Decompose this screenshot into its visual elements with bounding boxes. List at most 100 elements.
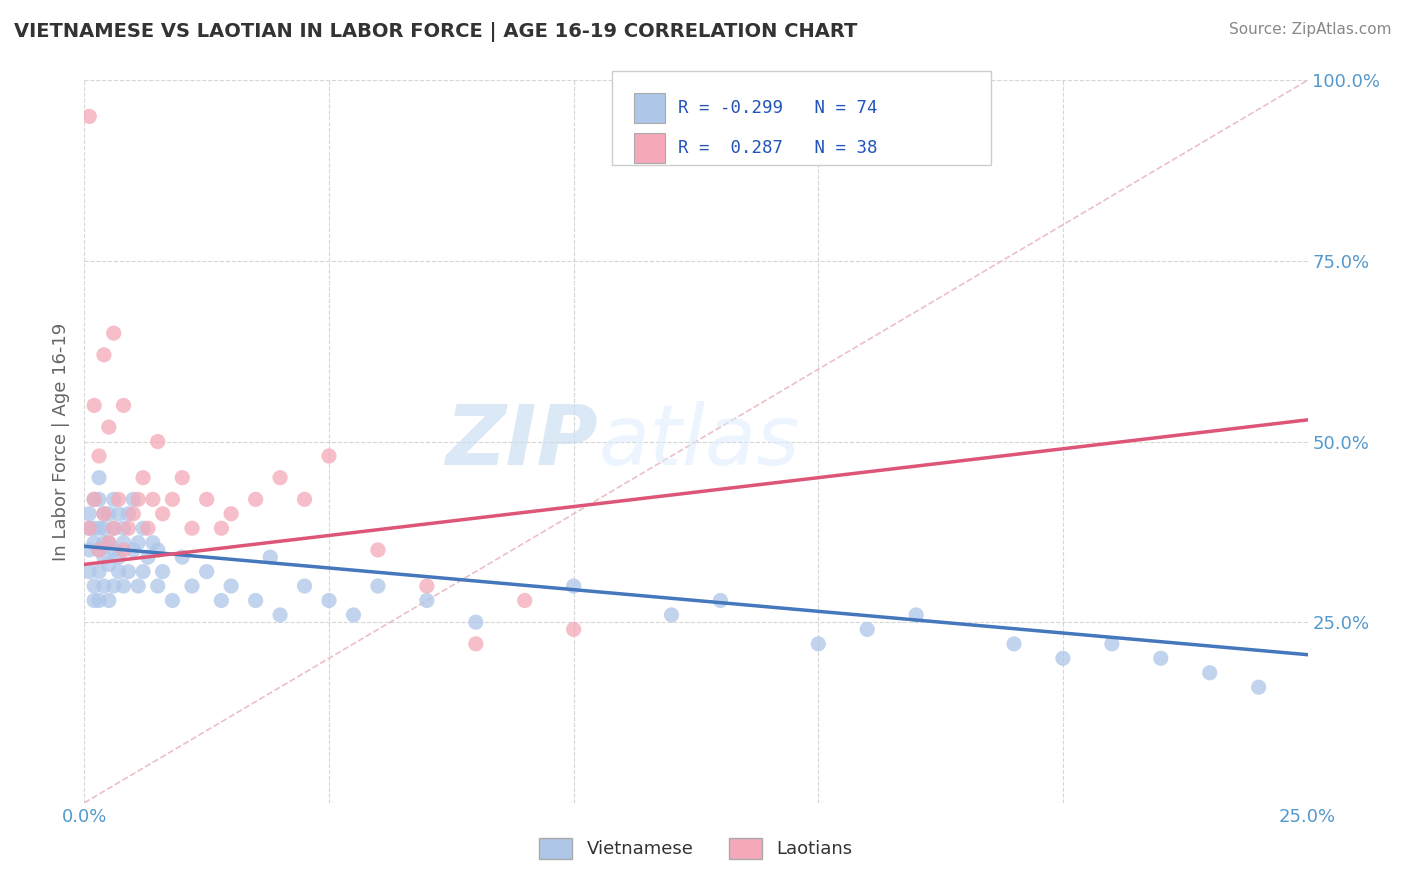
Point xyxy=(209,593,232,607)
Point xyxy=(172,550,194,565)
Point xyxy=(464,637,486,651)
Point xyxy=(93,348,115,362)
Point xyxy=(77,565,100,579)
Point xyxy=(219,507,242,521)
Point xyxy=(103,521,125,535)
Point xyxy=(807,637,830,651)
Text: R = -0.299   N = 74: R = -0.299 N = 74 xyxy=(678,99,877,117)
Y-axis label: In Labor Force | Age 16-19: In Labor Force | Age 16-19 xyxy=(52,322,70,561)
Text: Source: ZipAtlas.com: Source: ZipAtlas.com xyxy=(1229,22,1392,37)
Point xyxy=(77,110,100,124)
Point xyxy=(122,492,145,507)
Point xyxy=(93,579,115,593)
Point xyxy=(195,565,218,579)
Point xyxy=(162,492,184,507)
Point xyxy=(87,492,110,507)
Point xyxy=(97,535,120,549)
Point xyxy=(1150,651,1173,665)
Point xyxy=(142,492,165,507)
Point xyxy=(107,507,129,521)
Point xyxy=(562,579,585,593)
Point xyxy=(367,579,389,593)
Point xyxy=(93,550,115,565)
Point xyxy=(1002,637,1025,651)
Point xyxy=(83,535,105,549)
Text: atlas: atlas xyxy=(598,401,800,482)
Point xyxy=(416,593,439,607)
Point xyxy=(122,507,145,521)
Point xyxy=(83,521,105,535)
Point xyxy=(132,565,155,579)
Point xyxy=(181,579,204,593)
Point xyxy=(132,521,155,535)
Point xyxy=(87,521,110,535)
Point xyxy=(103,579,125,593)
Point xyxy=(87,542,110,557)
Point xyxy=(294,579,316,593)
Point xyxy=(209,521,232,535)
Point xyxy=(83,492,105,507)
Point xyxy=(103,521,125,535)
Point xyxy=(416,579,439,593)
Point xyxy=(93,535,115,549)
Point xyxy=(1247,680,1270,694)
Point xyxy=(103,542,125,557)
Text: VIETNAMESE VS LAOTIAN IN LABOR FORCE | AGE 16-19 CORRELATION CHART: VIETNAMESE VS LAOTIAN IN LABOR FORCE | A… xyxy=(14,22,858,42)
Point xyxy=(342,607,364,622)
Point xyxy=(219,579,242,593)
Point xyxy=(112,521,135,535)
Point xyxy=(112,535,135,549)
Text: R =  0.287   N = 38: R = 0.287 N = 38 xyxy=(678,139,877,157)
Point xyxy=(245,593,267,607)
Point xyxy=(269,470,291,484)
Point xyxy=(146,579,169,593)
Point xyxy=(87,449,110,463)
Point xyxy=(112,398,135,412)
Point xyxy=(152,507,174,521)
Point xyxy=(856,623,879,637)
Point xyxy=(117,521,139,535)
Point xyxy=(93,507,115,521)
Point xyxy=(107,550,129,565)
Point xyxy=(562,623,585,637)
Point xyxy=(464,615,486,630)
Text: ZIP: ZIP xyxy=(446,401,598,482)
Point xyxy=(172,470,194,484)
Point xyxy=(142,535,165,549)
Point xyxy=(245,492,267,507)
Point xyxy=(1198,665,1220,680)
Point xyxy=(905,607,928,622)
Point xyxy=(146,434,169,449)
Point xyxy=(93,507,115,521)
Point xyxy=(195,492,218,507)
Point xyxy=(181,521,204,535)
Legend: Vietnamese, Laotians: Vietnamese, Laotians xyxy=(533,830,859,866)
Point xyxy=(103,326,125,340)
Point xyxy=(97,535,120,549)
Point xyxy=(136,521,159,535)
Point xyxy=(87,593,110,607)
Point xyxy=(112,542,135,557)
Point xyxy=(112,579,135,593)
Point xyxy=(97,558,120,572)
Point xyxy=(513,593,536,607)
Point xyxy=(269,607,291,622)
Point xyxy=(103,492,125,507)
Point xyxy=(152,565,174,579)
Point xyxy=(93,521,115,535)
Point xyxy=(318,593,340,607)
Point xyxy=(294,492,316,507)
Point xyxy=(87,470,110,484)
Point xyxy=(77,542,100,557)
Point xyxy=(1101,637,1123,651)
Point xyxy=(117,565,139,579)
Point xyxy=(97,593,120,607)
Point xyxy=(127,535,149,549)
Point xyxy=(162,593,184,607)
Point xyxy=(318,449,340,463)
Point xyxy=(661,607,683,622)
Point xyxy=(146,542,169,557)
Point xyxy=(127,492,149,507)
Point xyxy=(259,550,281,565)
Point xyxy=(127,579,149,593)
